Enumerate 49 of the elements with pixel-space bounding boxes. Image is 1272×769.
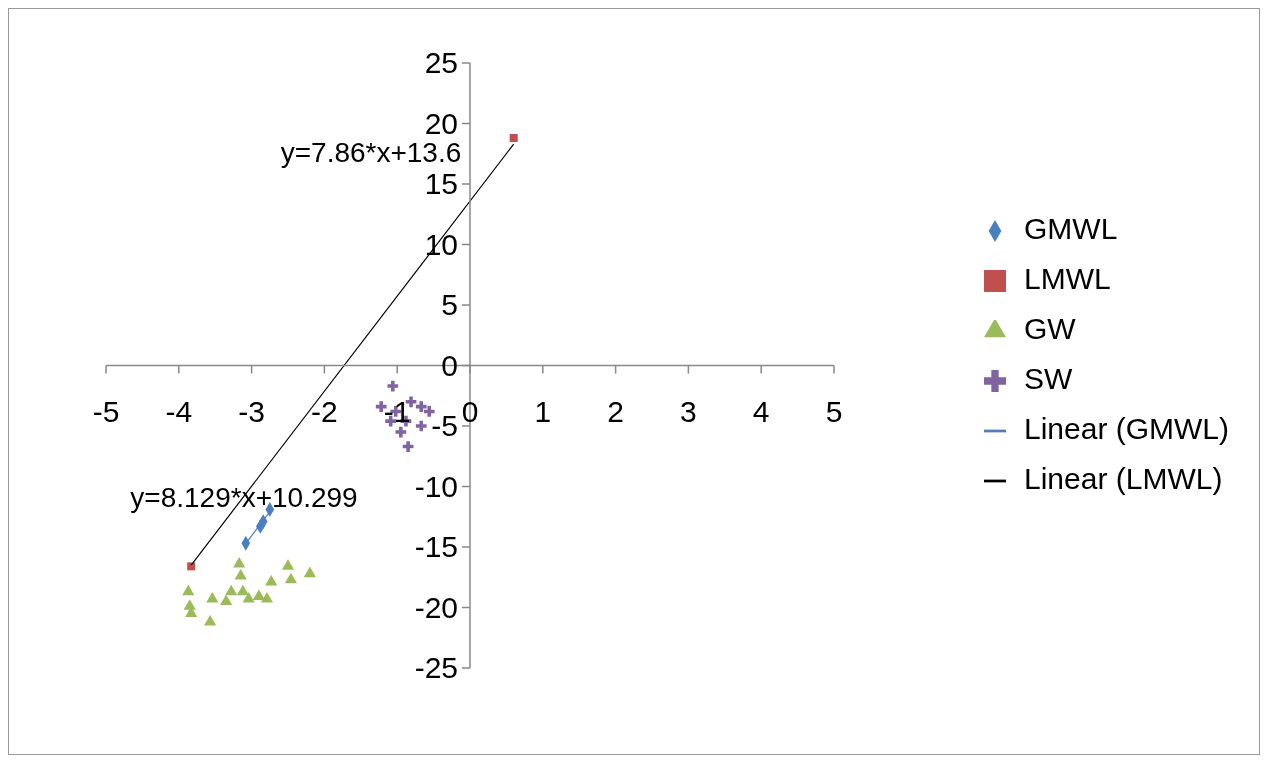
x-tick-label: -5: [92, 394, 120, 428]
legend-label: Linear (LMWL): [1024, 462, 1223, 495]
point: [415, 401, 427, 413]
point: [415, 420, 427, 432]
legend-label: SW: [1024, 362, 1073, 395]
point: [395, 426, 407, 438]
point: [236, 584, 249, 596]
y-tick-label: -20: [414, 590, 458, 624]
point: [206, 592, 219, 603]
point: [265, 575, 278, 586]
point: [225, 584, 238, 596]
y-tick-label: -25: [414, 651, 458, 684]
point: [182, 584, 195, 596]
point: [402, 441, 414, 452]
point: [252, 589, 265, 601]
x-tick-label: 3: [680, 394, 697, 428]
y-tick-label: -10: [414, 469, 458, 503]
point: [423, 406, 435, 417]
point: [233, 556, 246, 568]
legend-label: GMWL: [1024, 212, 1118, 245]
y-tick-label: 25: [424, 46, 458, 79]
legend-label: GW: [1024, 312, 1076, 345]
x-tick-label: -3: [238, 394, 265, 428]
point: [284, 572, 297, 584]
legend-label: LMWL: [1024, 262, 1111, 295]
y-tick-label: 5: [441, 288, 458, 321]
y-tick-label: 20: [424, 106, 458, 140]
point: [220, 594, 233, 605]
x-tick-label: 4: [752, 394, 770, 428]
point: [281, 559, 295, 570]
x-tick-label: 2: [607, 394, 624, 428]
point: [260, 592, 273, 603]
point: [204, 615, 217, 626]
annotation: y=7.86*x+13.6: [280, 137, 462, 168]
y-tick-label: -15: [414, 530, 458, 563]
point: [303, 566, 316, 578]
x-tick-label: -4: [165, 394, 193, 428]
legend-label: Linear (GMWL): [1024, 412, 1230, 445]
point: [242, 592, 255, 603]
x-tick-label: 5: [825, 394, 843, 428]
point: [187, 562, 196, 571]
y-tick-label: 15: [424, 167, 458, 200]
point: [509, 134, 518, 143]
point: [234, 569, 247, 580]
x-tick-label: -2: [311, 394, 338, 428]
point: [387, 380, 399, 392]
x-tick-label: 1: [534, 394, 552, 428]
y-tick-label: 0: [441, 348, 458, 382]
point: [183, 599, 196, 610]
